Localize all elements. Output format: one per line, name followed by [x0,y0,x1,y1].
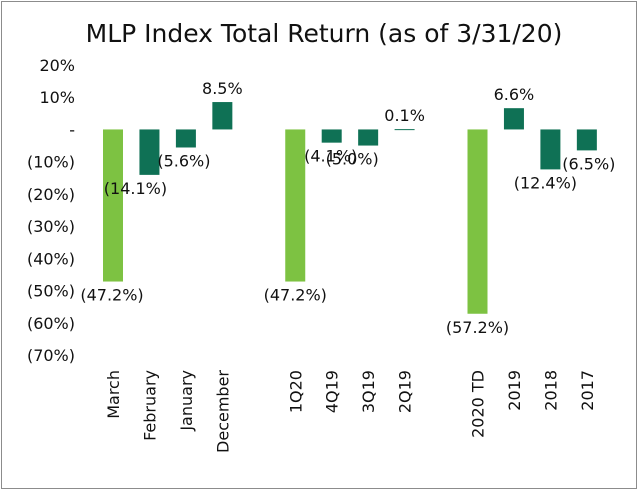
data-label: (14.1%) [104,179,167,198]
bar-2020-td [467,129,488,314]
bar-january [175,129,196,148]
y-tick-label: (20%) [27,185,75,204]
category-label: December [213,370,232,453]
y-tick-label: (10%) [27,153,75,172]
category-label: 1Q20 [286,370,305,413]
data-label: (12.4%) [514,173,577,192]
bar-3q19 [358,129,379,146]
data-label: (5.0%) [326,150,379,169]
bar-2019 [503,108,524,130]
y-tick-label: 10% [39,88,75,107]
bar-march [103,129,123,282]
data-label: 0.1% [384,106,425,125]
data-label: (47.2%) [264,286,327,305]
category-label: 2020 TD [469,370,488,438]
bar-2q19 [394,129,415,131]
category-label: March [104,370,123,419]
chart-frame: MLP Index Total Return (as of 3/31/20) 2… [1,1,637,489]
y-tick-label: - [69,120,75,139]
category-label: 2Q19 [396,370,415,413]
category-labels: March February January December 1Q20 4Q19 3Q19… [104,370,597,453]
y-tick-label: (70%) [27,346,75,365]
bar-4q19 [321,129,342,143]
chart-title: MLP Index Total Return (as of 3/31/20) [86,19,563,48]
y-tick-label: (60%) [27,314,75,333]
category-label: January [177,370,196,432]
data-label: (5.6%) [157,151,210,170]
data-label: 8.5% [202,79,243,98]
data-label: 6.6% [494,85,535,104]
bar-2018 [540,129,561,170]
data-label: (57.2%) [446,318,509,337]
category-label: February [140,370,159,441]
y-tick-label: 20% [39,56,75,75]
category-label: 2018 [541,370,560,411]
bar-1q20 [285,129,306,282]
y-tick-label: (50%) [27,282,75,301]
data-labels: (47.2%) (14.1%) (5.6%) 8.5% (47.2%) (4.1%)(5.… [80,79,615,337]
bar-2017 [576,129,597,151]
bar-february [139,129,160,175]
category-label: 2017 [578,370,597,411]
y-tick-label: (40%) [27,249,75,268]
bars [103,102,597,314]
data-label: (6.5%) [562,154,615,173]
data-label: (47.2%) [80,286,143,305]
category-label: 2019 [505,370,524,411]
y-tick-label: (30%) [27,217,75,236]
category-label: 4Q19 [323,370,342,413]
bar-december [212,102,233,130]
data-label: (4.1%) [304,147,357,166]
category-label: 3Q19 [359,370,378,413]
chart-svg: MLP Index Total Return (as of 3/31/20) 2… [27,19,615,453]
y-axis-ticks: 20% 10% - (10%) (20%) (30%) (40%) (50%) (60%) (70… [27,56,75,365]
